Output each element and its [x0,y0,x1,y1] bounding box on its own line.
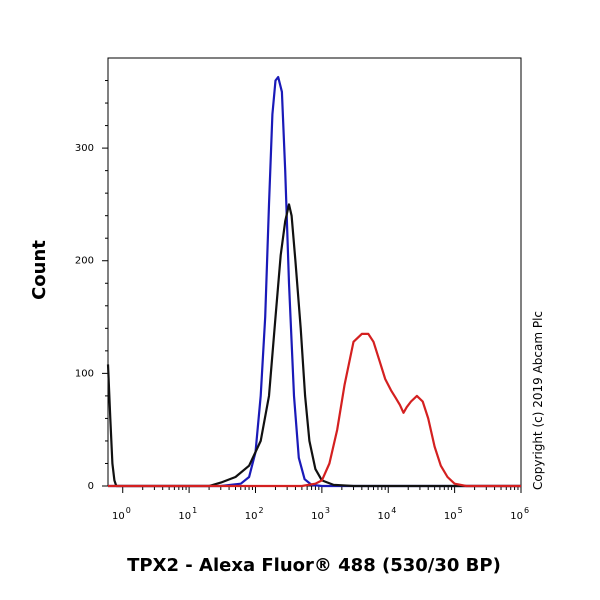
x-tick-exponent: 6 [524,506,529,515]
plot-area [107,57,522,487]
series-line-2 [106,203,521,488]
x-tick-label: 10 [311,511,324,522]
y-tick-label: 300 [75,143,94,154]
x-tick-label: 10 [510,511,523,522]
y-axis-title: Count [29,240,50,300]
x-tick-exponent: 5 [458,506,463,515]
copyright-annotation: Copyright (c) 2019 Abcam Plc [531,311,545,490]
x-tick-exponent: 4 [391,506,396,515]
y-axis: 0 100 200 300 [75,80,108,492]
x-tick-exponent: 3 [325,506,330,515]
x-tick-label: 10 [178,511,191,522]
x-tick-exponent: 1 [192,506,197,515]
series-line-3 [108,332,521,488]
y-tick-label: 200 [75,256,94,267]
x-axis-title: TPX2 - Alexa Fluor® 488 (530/30 BP) [127,555,501,576]
x-tick-label: 10 [378,511,391,522]
x-tick-exponent: 0 [126,506,131,515]
y-tick-label: 100 [75,368,94,379]
y-tick-label: 0 [88,481,94,492]
series-line-1 [108,76,521,488]
x-tick-label: 10 [245,511,258,522]
x-tick-exponent: 2 [258,506,263,515]
series-lines [106,76,521,488]
x-tick-label: 10 [444,511,457,522]
plot-frame [107,57,522,487]
x-tick-label: 10 [112,511,125,522]
